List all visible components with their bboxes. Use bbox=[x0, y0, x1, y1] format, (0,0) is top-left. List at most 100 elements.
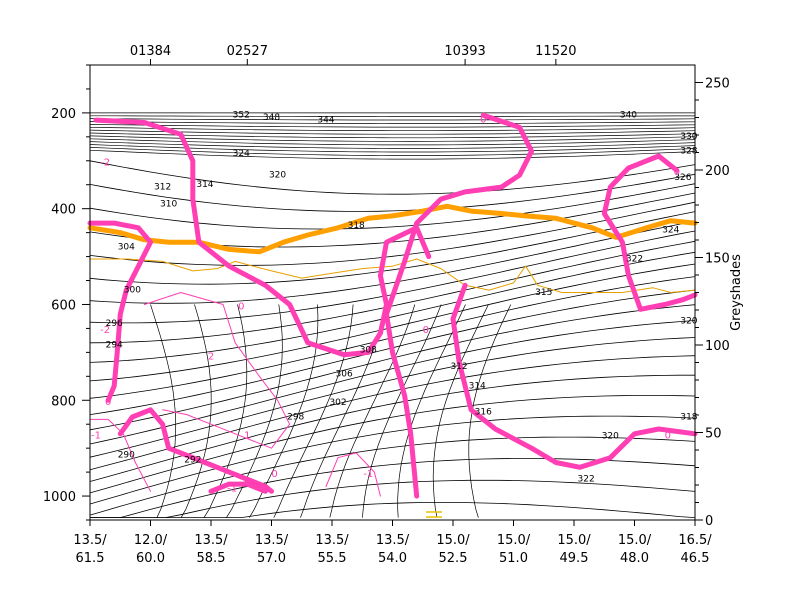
isoline-label: 314 bbox=[196, 180, 213, 190]
isoline bbox=[89, 415, 696, 505]
isoline bbox=[89, 436, 696, 516]
magenta-thin-line bbox=[89, 418, 151, 492]
anomaly-label: -2 bbox=[100, 325, 110, 336]
isoline-label: 324 bbox=[662, 226, 679, 236]
isoline-label: 298 bbox=[287, 412, 304, 422]
isoline-lower bbox=[300, 304, 386, 518]
anomaly-label: 2 bbox=[208, 352, 214, 363]
isoline-upper bbox=[89, 138, 696, 146]
anomaly-label: -1 bbox=[363, 469, 373, 480]
x-tick-label-bottom: 46.5 bbox=[681, 551, 710, 566]
isoline-upper bbox=[89, 129, 696, 135]
anomaly-label: 0 bbox=[238, 301, 244, 312]
x-tick-label-bottom: 54.0 bbox=[378, 551, 407, 566]
right-tick-label: 100 bbox=[705, 339, 730, 354]
magenta-thin-line bbox=[325, 452, 381, 497]
isoline-label: 316 bbox=[475, 408, 492, 418]
x-tick-label-top: 13.5/ bbox=[315, 533, 349, 548]
isoline-label: 306 bbox=[336, 369, 353, 379]
isoline bbox=[89, 220, 696, 304]
station-label: 11520 bbox=[535, 44, 576, 59]
anomaly-label: 0 bbox=[423, 325, 429, 336]
x-tick-label-top: 15.0/ bbox=[436, 533, 470, 548]
isoline-label: 312 bbox=[450, 362, 467, 372]
isoline bbox=[89, 240, 696, 344]
isoline-label: 324 bbox=[233, 149, 250, 159]
orange-thick-line bbox=[87, 203, 698, 255]
isoline-upper bbox=[89, 124, 696, 128]
anomaly-label: -2 bbox=[100, 158, 110, 169]
isoline-label: 320 bbox=[680, 317, 697, 327]
isoline bbox=[89, 374, 695, 482]
isoline bbox=[90, 501, 696, 518]
anomaly-label: 0 bbox=[665, 431, 671, 442]
right-tick-label: 50 bbox=[705, 427, 722, 442]
isoline-upper bbox=[90, 115, 695, 117]
station-label: 10393 bbox=[444, 44, 485, 59]
isoline-label: 290 bbox=[118, 451, 135, 461]
x-tick-label-bottom: 49.5 bbox=[560, 551, 589, 566]
x-tick-label-bottom: 48.0 bbox=[620, 551, 649, 566]
isoline-label: 320 bbox=[602, 432, 619, 442]
isoline-label: 330 bbox=[680, 132, 697, 142]
isoline-upper bbox=[89, 118, 696, 121]
x-tick-label-bottom: 52.5 bbox=[439, 551, 468, 566]
isoline-upper bbox=[89, 135, 696, 142]
anomaly-label: 0 bbox=[674, 167, 680, 178]
isoline-label: 302 bbox=[329, 398, 346, 408]
x-tick-label-top: 15.0/ bbox=[557, 533, 591, 548]
anomaly-label: 0 bbox=[105, 397, 111, 408]
isoline-label: 294 bbox=[106, 341, 123, 351]
right-axis-title: Greyshades bbox=[729, 254, 744, 331]
isoline bbox=[89, 201, 696, 266]
right-tick-label: 150 bbox=[705, 252, 730, 267]
magenta-thin-line bbox=[143, 292, 291, 449]
isoline-label: 315 bbox=[535, 288, 552, 298]
isoline-label: 318 bbox=[348, 221, 365, 231]
isoline-upper bbox=[89, 144, 696, 153]
right-tick-label: 0 bbox=[705, 514, 713, 529]
isoline-label: 348 bbox=[263, 113, 280, 123]
isoline bbox=[89, 183, 696, 230]
isoline-upper bbox=[89, 132, 696, 139]
isoline bbox=[89, 394, 696, 494]
isoline-label: 304 bbox=[118, 242, 135, 252]
isoline-label: 312 bbox=[154, 183, 171, 193]
isoline-label: 322 bbox=[626, 254, 643, 264]
isoline-lower bbox=[180, 304, 212, 518]
magenta-thick-line bbox=[117, 407, 274, 494]
isoline-lower bbox=[397, 304, 466, 518]
left-tick-label: 800 bbox=[51, 394, 76, 409]
anomaly-label: 0 bbox=[271, 469, 277, 480]
x-tick-label-bottom: 51.0 bbox=[499, 551, 528, 566]
left-tick-label: 400 bbox=[51, 203, 76, 218]
isoline-label: 340 bbox=[620, 111, 637, 121]
isoline-label: 292 bbox=[184, 456, 201, 466]
isoline-lower bbox=[329, 304, 416, 518]
isoline-label: 322 bbox=[578, 475, 595, 485]
isoline-upper bbox=[89, 121, 696, 124]
x-tick-label-top: 13.5/ bbox=[194, 533, 228, 548]
magenta-thick-line bbox=[450, 282, 698, 470]
right-tick-label: 200 bbox=[705, 164, 730, 179]
isoline-lower bbox=[203, 304, 248, 518]
x-tick-label-top: 13.5/ bbox=[255, 533, 289, 548]
x-tick-label-top: 15.0/ bbox=[497, 533, 531, 548]
isoline-lower bbox=[362, 304, 442, 518]
isoline bbox=[89, 337, 696, 458]
isoline-label: 344 bbox=[317, 115, 334, 125]
isoline bbox=[89, 320, 696, 445]
isoline-upper bbox=[89, 126, 696, 132]
isoline bbox=[89, 230, 696, 324]
x-tick-label-bottom: 61.5 bbox=[76, 551, 105, 566]
anomaly-label: 0 bbox=[480, 114, 486, 125]
isoline bbox=[89, 263, 696, 382]
isoline-label: 352 bbox=[233, 111, 250, 121]
right-tick-label: 250 bbox=[705, 77, 730, 92]
isoline bbox=[90, 458, 696, 518]
left-tick-label: 1000 bbox=[43, 490, 76, 505]
x-tick-label-bottom: 60.0 bbox=[136, 551, 165, 566]
orange-thin-line bbox=[89, 258, 696, 293]
x-tick-label-top: 15.0/ bbox=[618, 533, 652, 548]
